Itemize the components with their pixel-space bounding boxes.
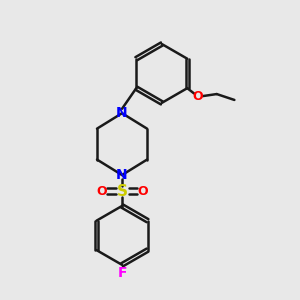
Text: S: S: [116, 184, 128, 199]
Text: O: O: [137, 185, 148, 198]
Text: F: F: [117, 266, 127, 280]
Text: N: N: [116, 168, 128, 182]
Text: O: O: [96, 185, 107, 198]
Text: N: N: [116, 106, 128, 120]
Text: O: O: [192, 91, 203, 103]
